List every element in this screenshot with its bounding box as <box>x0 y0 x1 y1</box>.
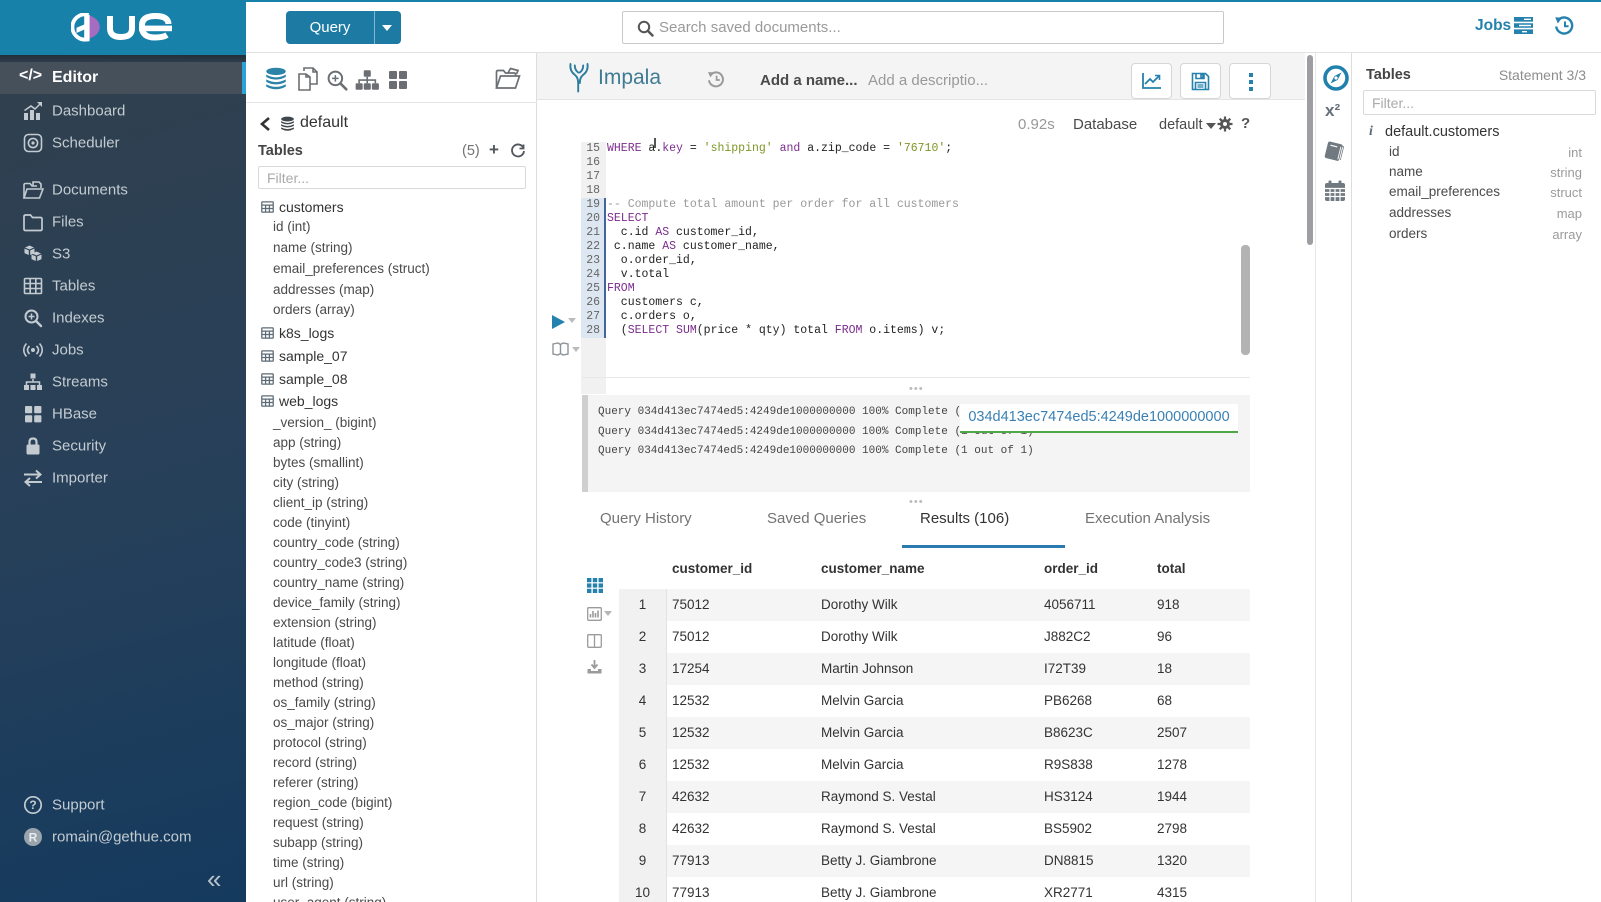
svg-text:R: R <box>29 830 38 844</box>
svg-text:?: ? <box>29 798 36 812</box>
